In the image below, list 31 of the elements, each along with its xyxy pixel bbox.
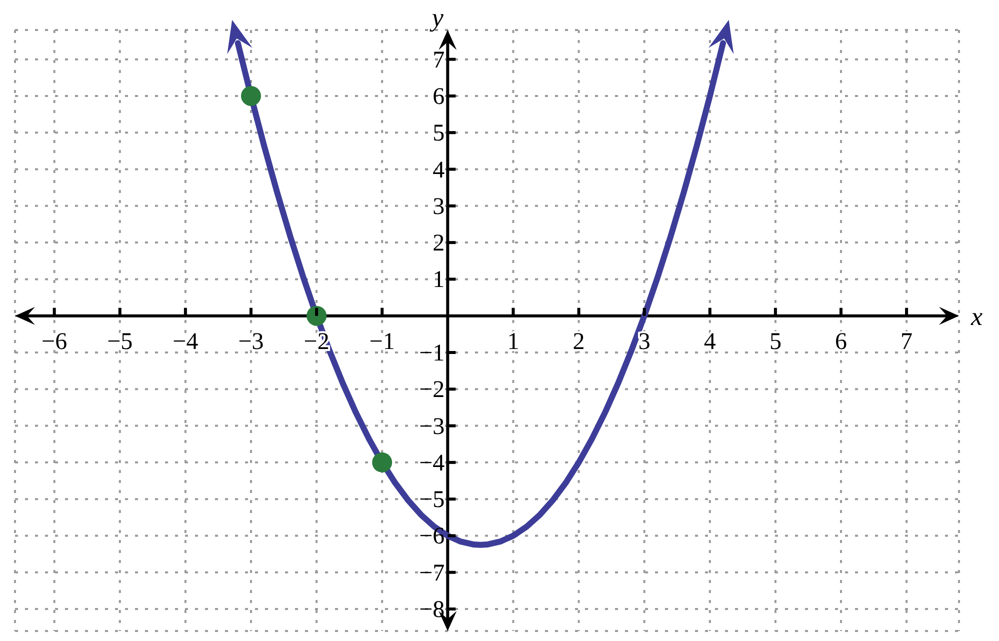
y-tick-label: 7 <box>432 47 445 74</box>
y-tick-label: 2 <box>432 230 445 257</box>
x-tick-label: 3 <box>638 328 650 355</box>
x-tick-label: −6 <box>42 328 68 355</box>
x-axis-title: x <box>970 302 983 331</box>
y-tick-label: −4 <box>419 450 445 476</box>
y-tick-label: 5 <box>432 120 445 147</box>
x-tick-label: 7 <box>900 328 913 355</box>
y-tick-label: 6 <box>432 84 445 110</box>
y-tick-label: −6 <box>419 524 445 550</box>
y-tick-label: −2 <box>419 377 445 404</box>
x-tick-label: −4 <box>172 328 198 355</box>
x-tick-label: 1 <box>507 328 520 355</box>
x-tick-label: 4 <box>704 328 716 355</box>
x-tick-label: −1 <box>369 328 395 355</box>
x-tick-label: −3 <box>238 328 264 355</box>
x-tick-label: −5 <box>107 328 133 355</box>
point <box>306 306 327 326</box>
x-tick-label: 6 <box>835 328 847 355</box>
point <box>241 86 261 106</box>
point <box>372 452 392 472</box>
y-tick-label: 4 <box>432 157 445 184</box>
x-tick-label: 2 <box>572 328 585 355</box>
y-tick-label: −8 <box>419 597 445 624</box>
y-tick-label: −7 <box>419 560 445 586</box>
y-tick-label: 3 <box>432 194 445 220</box>
y-tick-label: −5 <box>419 487 445 514</box>
x-tick-label: 5 <box>769 328 782 355</box>
y-tick-label: 1 <box>432 267 445 294</box>
y-axis-title: y <box>428 3 444 32</box>
y-tick-label: −3 <box>419 414 445 440</box>
